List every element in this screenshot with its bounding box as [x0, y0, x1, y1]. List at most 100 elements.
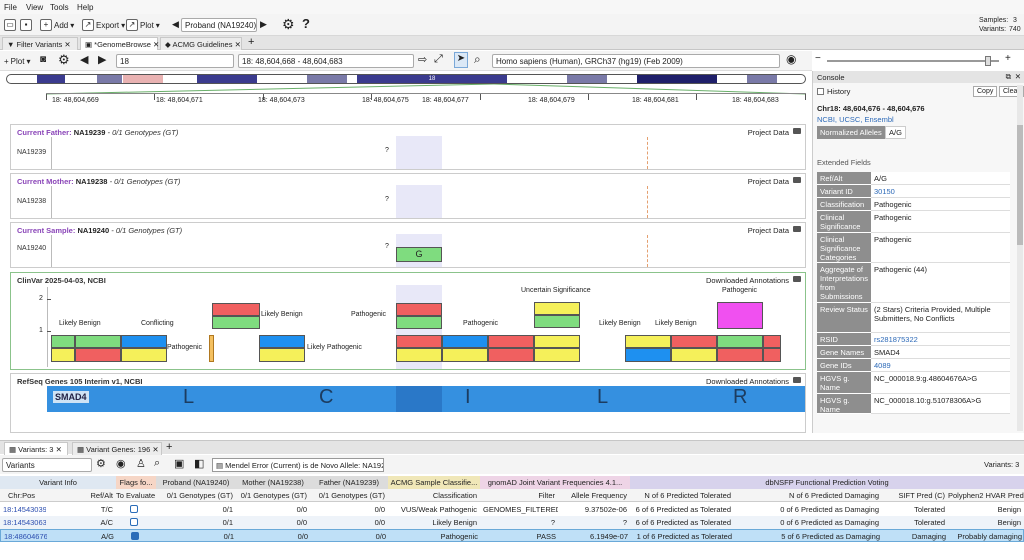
column-header[interactable]: Chr:Pos — [0, 489, 46, 502]
group-header[interactable]: Flags fo... — [116, 476, 156, 489]
clinvar-block[interactable] — [212, 303, 260, 316]
group-header[interactable]: Mother (NA19238) — [236, 476, 310, 489]
clinvar-block[interactable] — [259, 348, 305, 362]
column-header[interactable]: Allele Frequency — [558, 489, 630, 502]
console-links[interactable]: NCBI, UCSC, Ensembl — [817, 115, 894, 124]
clinvar-block[interactable] — [671, 335, 717, 348]
clinvar-block[interactable] — [534, 315, 580, 328]
column-header[interactable]: 0/1 Genotypes (GT) — [236, 489, 310, 502]
clinvar-block[interactable] — [75, 348, 121, 362]
clinvar-block[interactable] — [625, 335, 671, 348]
add-tab-icon[interactable]: + — [166, 441, 173, 453]
gear-icon[interactable]: ⚙ — [96, 458, 106, 470]
group-header[interactable]: gnomAD Joint Variant Frequencies 4.1... — [480, 476, 630, 489]
column-header[interactable]: To Evaluate — [116, 489, 156, 502]
clinvar-block[interactable] — [442, 348, 488, 362]
close-icon[interactable]: ✕ — [152, 40, 160, 49]
menu-tools[interactable]: Tools — [50, 3, 69, 12]
clinvar-block[interactable] — [671, 348, 717, 362]
add-tab-icon[interactable]: + — [248, 36, 255, 48]
clinvar-block[interactable] — [212, 316, 260, 329]
search-icon[interactable]: ⌕ — [474, 52, 481, 66]
genome-plot-button[interactable]: + Plot ▾ — [4, 53, 30, 69]
column-header[interactable]: N of 6 Predicted Tolerated — [630, 489, 734, 502]
tab-variants[interactable]: ▦ Variants: 3 ✕ — [4, 442, 68, 455]
save-button[interactable]: ▪ — [20, 17, 32, 33]
person-icon[interactable]: ♙ — [136, 458, 146, 470]
clinvar-block[interactable] — [534, 302, 580, 315]
eye-icon[interactable]: ◉ — [116, 458, 126, 470]
group-header[interactable]: Proband (NA19240) — [156, 476, 236, 489]
proband-select[interactable]: Proband (NA19240) — [181, 18, 257, 32]
tab-filter-variants[interactable]: ▼ Filter Variants ✕ — [2, 37, 78, 50]
zoom-handle[interactable] — [985, 56, 991, 66]
filter-chip[interactable]: ▤ Mendel Error (Current) is de Novo Alle… — [212, 458, 384, 472]
clinvar-block[interactable] — [396, 303, 442, 316]
float-icon[interactable]: ⧉ — [1005, 72, 1011, 81]
refseq-track[interactable]: RefSeq Genes 105 Interim v1, NCBI Downlo… — [10, 373, 806, 433]
group-header[interactable]: ACMG Sample Classifie... — [388, 476, 480, 489]
sample-track[interactable]: Current Sample: NA19240 - 0/1 Genotypes … — [10, 222, 806, 268]
clinvar-block[interactable] — [51, 348, 75, 362]
tab-acmg-guidelines[interactable]: ◆ ACMG Guidelines ✕ — [160, 37, 242, 50]
eye-icon[interactable]: ◉ — [786, 52, 797, 66]
to-evaluate-checkbox[interactable] — [117, 530, 157, 543]
clinvar-block[interactable] — [442, 335, 488, 348]
back-icon[interactable]: ◀ — [80, 54, 89, 66]
checkbox-box[interactable] — [130, 505, 138, 513]
close-icon[interactable]: ✕ — [1014, 72, 1021, 81]
menu-view[interactable]: View — [26, 3, 44, 12]
allele-block[interactable]: G — [396, 247, 442, 262]
clinvar-block[interactable] — [396, 316, 442, 329]
checkbox-box[interactable] — [131, 532, 139, 540]
folder-open-button[interactable]: ▭ — [4, 17, 16, 33]
export-button[interactable]: ↗ Export ▾ — [82, 17, 125, 33]
clinvar-block[interactable] — [75, 335, 121, 348]
console-scrollbar[interactable] — [1017, 85, 1023, 431]
plot-button[interactable]: ↗ Plot ▾ — [126, 17, 160, 33]
table-row[interactable]: 18:14543063 A/C 0/1 0/0 0/0 Likely Benign?? 6 … — [0, 516, 1024, 529]
column-header[interactable]: Ref/Alt — [46, 489, 116, 502]
forward-icon[interactable]: ▶ — [98, 54, 107, 66]
clinvar-block[interactable] — [51, 335, 75, 348]
clinvar-block[interactable] — [121, 348, 167, 362]
folder-icon[interactable] — [793, 177, 801, 183]
close-icon[interactable]: ✕ — [234, 40, 241, 49]
clinvar-block[interactable] — [488, 335, 534, 348]
zoom-slider[interactable]: − + — [815, 53, 1015, 67]
view-select[interactable]: Variants — [2, 458, 92, 472]
folder-icon[interactable] — [793, 276, 801, 282]
clinvar-block[interactable] — [717, 302, 763, 329]
camera-icon[interactable]: ◙ — [40, 54, 47, 65]
search-icon[interactable]: ⌕ — [154, 457, 161, 469]
column-header[interactable]: N of 6 Predicted Damaging — [734, 489, 882, 502]
group-header[interactable]: dbNSFP Functional Prediction Voting — [630, 476, 1024, 489]
zoom-in-icon[interactable]: + — [1005, 53, 1011, 64]
clinvar-block[interactable] — [121, 335, 167, 348]
clinvar-block[interactable] — [488, 348, 534, 362]
table-row[interactable]: 18:14543039 T/C 0/1 0/0 0/0 VUS/Weak Pathogen… — [0, 503, 1024, 516]
clinvar-block[interactable] — [625, 348, 671, 362]
group-header[interactable]: Variant Info — [0, 476, 116, 489]
go-icon[interactable]: ⇨ — [418, 54, 428, 66]
scrollbar-thumb[interactable] — [1017, 125, 1023, 245]
prev-sample-icon[interactable]: ◀ — [172, 19, 179, 29]
clinvar-block[interactable] — [396, 335, 442, 348]
assembly-select[interactable]: Homo sapiens (Human), GRCh37 (hg19) (Feb… — [492, 54, 780, 68]
column-header[interactable]: SIFT Pred (C) — [882, 489, 948, 502]
clinvar-block[interactable] — [259, 335, 305, 348]
close-icon[interactable]: ✕ — [55, 445, 62, 454]
checkbox-box[interactable] — [130, 518, 138, 526]
table-row[interactable]: 18:48604676 A/G 0/1 0/0 0/0 Pathogenic PASS 6.1… — [0, 529, 1024, 542]
clinvar-block[interactable] — [396, 348, 442, 362]
to-evaluate-checkbox[interactable] — [116, 503, 156, 516]
zoom-out-icon[interactable]: − — [815, 53, 821, 64]
mother-track[interactable]: Current Mother: NA19238 - 0/1 Genotypes … — [10, 173, 806, 219]
father-track[interactable]: Current Father: NA19239 - 0/1 Genotypes … — [10, 124, 806, 170]
field-value[interactable]: 30150 — [871, 185, 1010, 198]
clinvar-block[interactable] — [763, 348, 781, 362]
group-header[interactable]: Father (NA19239) — [310, 476, 388, 489]
to-evaluate-checkbox[interactable] — [116, 516, 156, 529]
gear-icon[interactable]: ⚙ — [282, 16, 295, 32]
field-value[interactable]: 4089 — [871, 359, 1010, 372]
